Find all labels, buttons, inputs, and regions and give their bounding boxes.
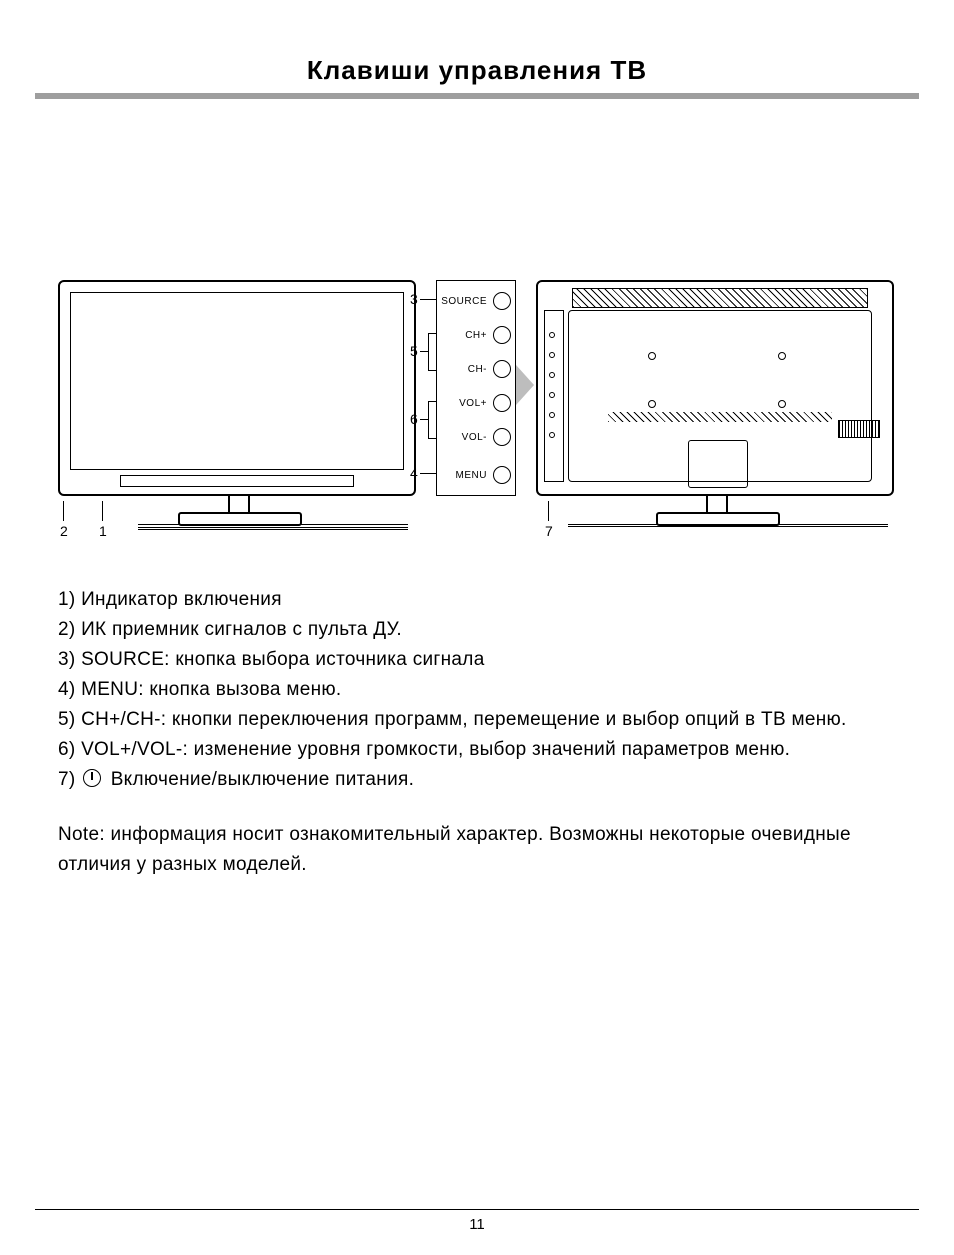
callout-number-2: 2 [60,523,68,539]
callout-line-1 [102,501,104,521]
callout-number-1: 1 [99,523,107,539]
side-port [549,352,555,358]
mount-hole [648,352,656,360]
side-label-source: SOURCE [441,296,487,307]
callout-line-7 [548,501,550,521]
button-icon [493,394,511,412]
callout-line-6 [420,419,428,421]
pointer-triangle-icon [516,365,536,405]
tv-side-button-panel: SOURCE CH+ CH- VOL+ VOL- MENU [436,280,516,496]
legend-7-prefix: 7) [58,769,76,790]
tv-front-view [58,280,416,496]
button-icon [493,292,511,310]
callout-bracket-5 [428,333,437,371]
header-rule [35,93,919,99]
vent-mid [608,412,832,422]
legend-item-2: 2) ИК приемник сигналов с пульта ДУ. [58,615,896,645]
note-label: Note: [58,824,105,845]
side-label-ch-plus: CH+ [465,330,487,341]
baseline-front [138,524,408,530]
button-icon [493,428,511,446]
side-button-source: SOURCE [437,287,517,315]
note-text: информация носит ознакомительный характе… [58,824,851,875]
side-port [549,432,555,438]
tv-diagram: 2 1 SOURCE CH+ CH- VOL+ VOL- [58,280,898,540]
side-button-vol-plus: VOL+ [437,389,517,417]
callout-number-7: 7 [545,523,553,539]
footer-rule [35,1209,919,1210]
tv-back-view [536,280,894,496]
legend-item-1: 1) Индикатор включения [58,585,896,615]
stand-mount [688,440,748,488]
mount-hole [648,400,656,408]
rear-ports [838,420,880,438]
side-label-ch-minus: CH- [468,364,487,375]
callout-number-4: 4 [410,465,418,481]
legend-item-6: 6) VOL+/VOL-: изменение уровня громкости… [58,735,896,765]
page-number: 11 [0,1216,954,1233]
side-port [549,412,555,418]
side-label-menu: MENU [456,470,487,481]
callout-number-3: 3 [410,291,418,307]
callout-number-6: 6 [410,411,418,427]
button-icon [493,466,511,484]
mount-hole [778,352,786,360]
legend-item-3: 3) SOURCE: кнопка выбора источника сигна… [58,645,896,675]
button-icon [493,360,511,378]
tv-front-bottom-bar [120,475,354,487]
note-block: Note: информация носит ознакомительный х… [58,820,896,880]
mount-hole [778,400,786,408]
callout-line-4 [420,473,436,475]
callout-line-5 [420,351,428,353]
legend-list: 1) Индикатор включения 2) ИК приемник си… [58,585,896,795]
tv-screen [70,292,404,470]
side-button-ch-minus: CH- [437,355,517,383]
legend-item-4: 4) MENU: кнопка вызова меню. [58,675,896,705]
baseline-back [568,524,888,527]
side-button-menu: MENU [437,461,517,489]
power-icon [83,769,101,787]
legend-7-text: Включение/выключение питания. [111,769,414,790]
manual-page: Клавиши управления ТВ 2 1 SOURCE CH+ CH- [0,0,954,1255]
vent-top [572,288,868,308]
callout-line-2 [63,501,65,521]
side-label-vol-plus: VOL+ [459,398,487,409]
page-title: Клавиши управления ТВ [0,55,954,86]
button-icon [493,326,511,344]
callout-bracket-6 [428,401,437,439]
side-button-ch-plus: CH+ [437,321,517,349]
callout-number-5: 5 [410,343,418,359]
callout-line-3 [420,299,436,301]
legend-item-7: 7) Включение/выключение питания. [58,765,896,795]
side-port [549,332,555,338]
legend-item-5: 5) CH+/CH-: кнопки переключения программ… [58,705,896,735]
side-port [549,392,555,398]
side-button-vol-minus: VOL- [437,423,517,451]
side-port [549,372,555,378]
side-label-vol-minus: VOL- [462,432,487,443]
